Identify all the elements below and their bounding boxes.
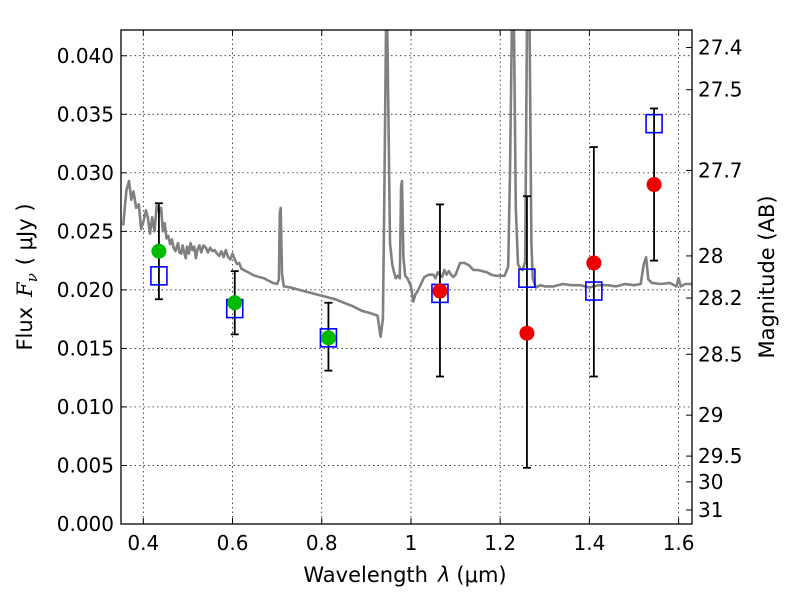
y-tick-label: 0.010: [57, 395, 114, 419]
model-flux-square: [319, 328, 338, 348]
measured-flux-point: [586, 255, 602, 271]
magnitude-tick-label: 31: [698, 498, 723, 522]
magnitude-tick-label: 28: [698, 244, 723, 268]
x-tick-label: 1.6: [663, 531, 695, 555]
measured-flux-point: [519, 325, 535, 341]
measured-flux-point: [646, 177, 662, 193]
magnitude-tick-label: 29: [698, 403, 723, 427]
measured-flux-point: [227, 295, 243, 311]
y-axis-label: FluxFν( μJy ): [13, 203, 41, 350]
x-tick-label: 1: [405, 531, 418, 555]
measured-flux-point: [320, 330, 336, 346]
x-tick-label: 1.4: [573, 531, 605, 555]
measured-flux-point: [151, 243, 167, 259]
x-tick-label: 0.8: [306, 531, 338, 555]
x-tick-label: 0.6: [217, 531, 249, 555]
y-tick-label: 0.015: [57, 336, 114, 360]
y-tick-label: 0.025: [57, 219, 114, 243]
x-tick-label: 0.4: [127, 531, 159, 555]
magnitude-tick-label: 28.5: [698, 342, 743, 366]
magnitude-tick-label: 29.5: [698, 444, 743, 468]
y-tick-label: 0.020: [57, 278, 114, 302]
magnitude-tick-label: 27.5: [698, 78, 743, 102]
model-flux-square: [150, 266, 168, 286]
axis-ticks: 0.4 0.6 0.8 1 1.2 1.4 1.6 0.000 0.005 0.010 0.015 0…: [57, 30, 743, 555]
y-tick-label: 0.035: [57, 102, 114, 126]
x-axis-label: Wavelength λ (μm): [303, 563, 506, 587]
plot-area: [121, 30, 692, 469]
magnitude-tick-label: 27.7: [698, 158, 743, 182]
model-flux-square: [585, 281, 603, 301]
plot-frame: [120, 29, 693, 525]
magnitude-tick-label: 27.4: [698, 36, 743, 60]
y-tick-label: 0.005: [57, 453, 114, 477]
x-tick-label: 1.2: [484, 531, 516, 555]
y-tick-label: 0.040: [57, 44, 114, 68]
model-flux-square: [645, 113, 663, 134]
measured-flux-point: [432, 283, 448, 299]
magnitude-tick-label: 28.2: [698, 286, 743, 310]
y-tick-label: 0.000: [57, 512, 114, 536]
model-flux-square: [518, 268, 536, 288]
y-tick-label: 0.030: [57, 161, 114, 185]
y2-axis-label: Magnitude (AB): [755, 195, 779, 358]
magnitude-tick-label: 30: [698, 470, 723, 494]
spectrum-line: [121, 30, 692, 338]
